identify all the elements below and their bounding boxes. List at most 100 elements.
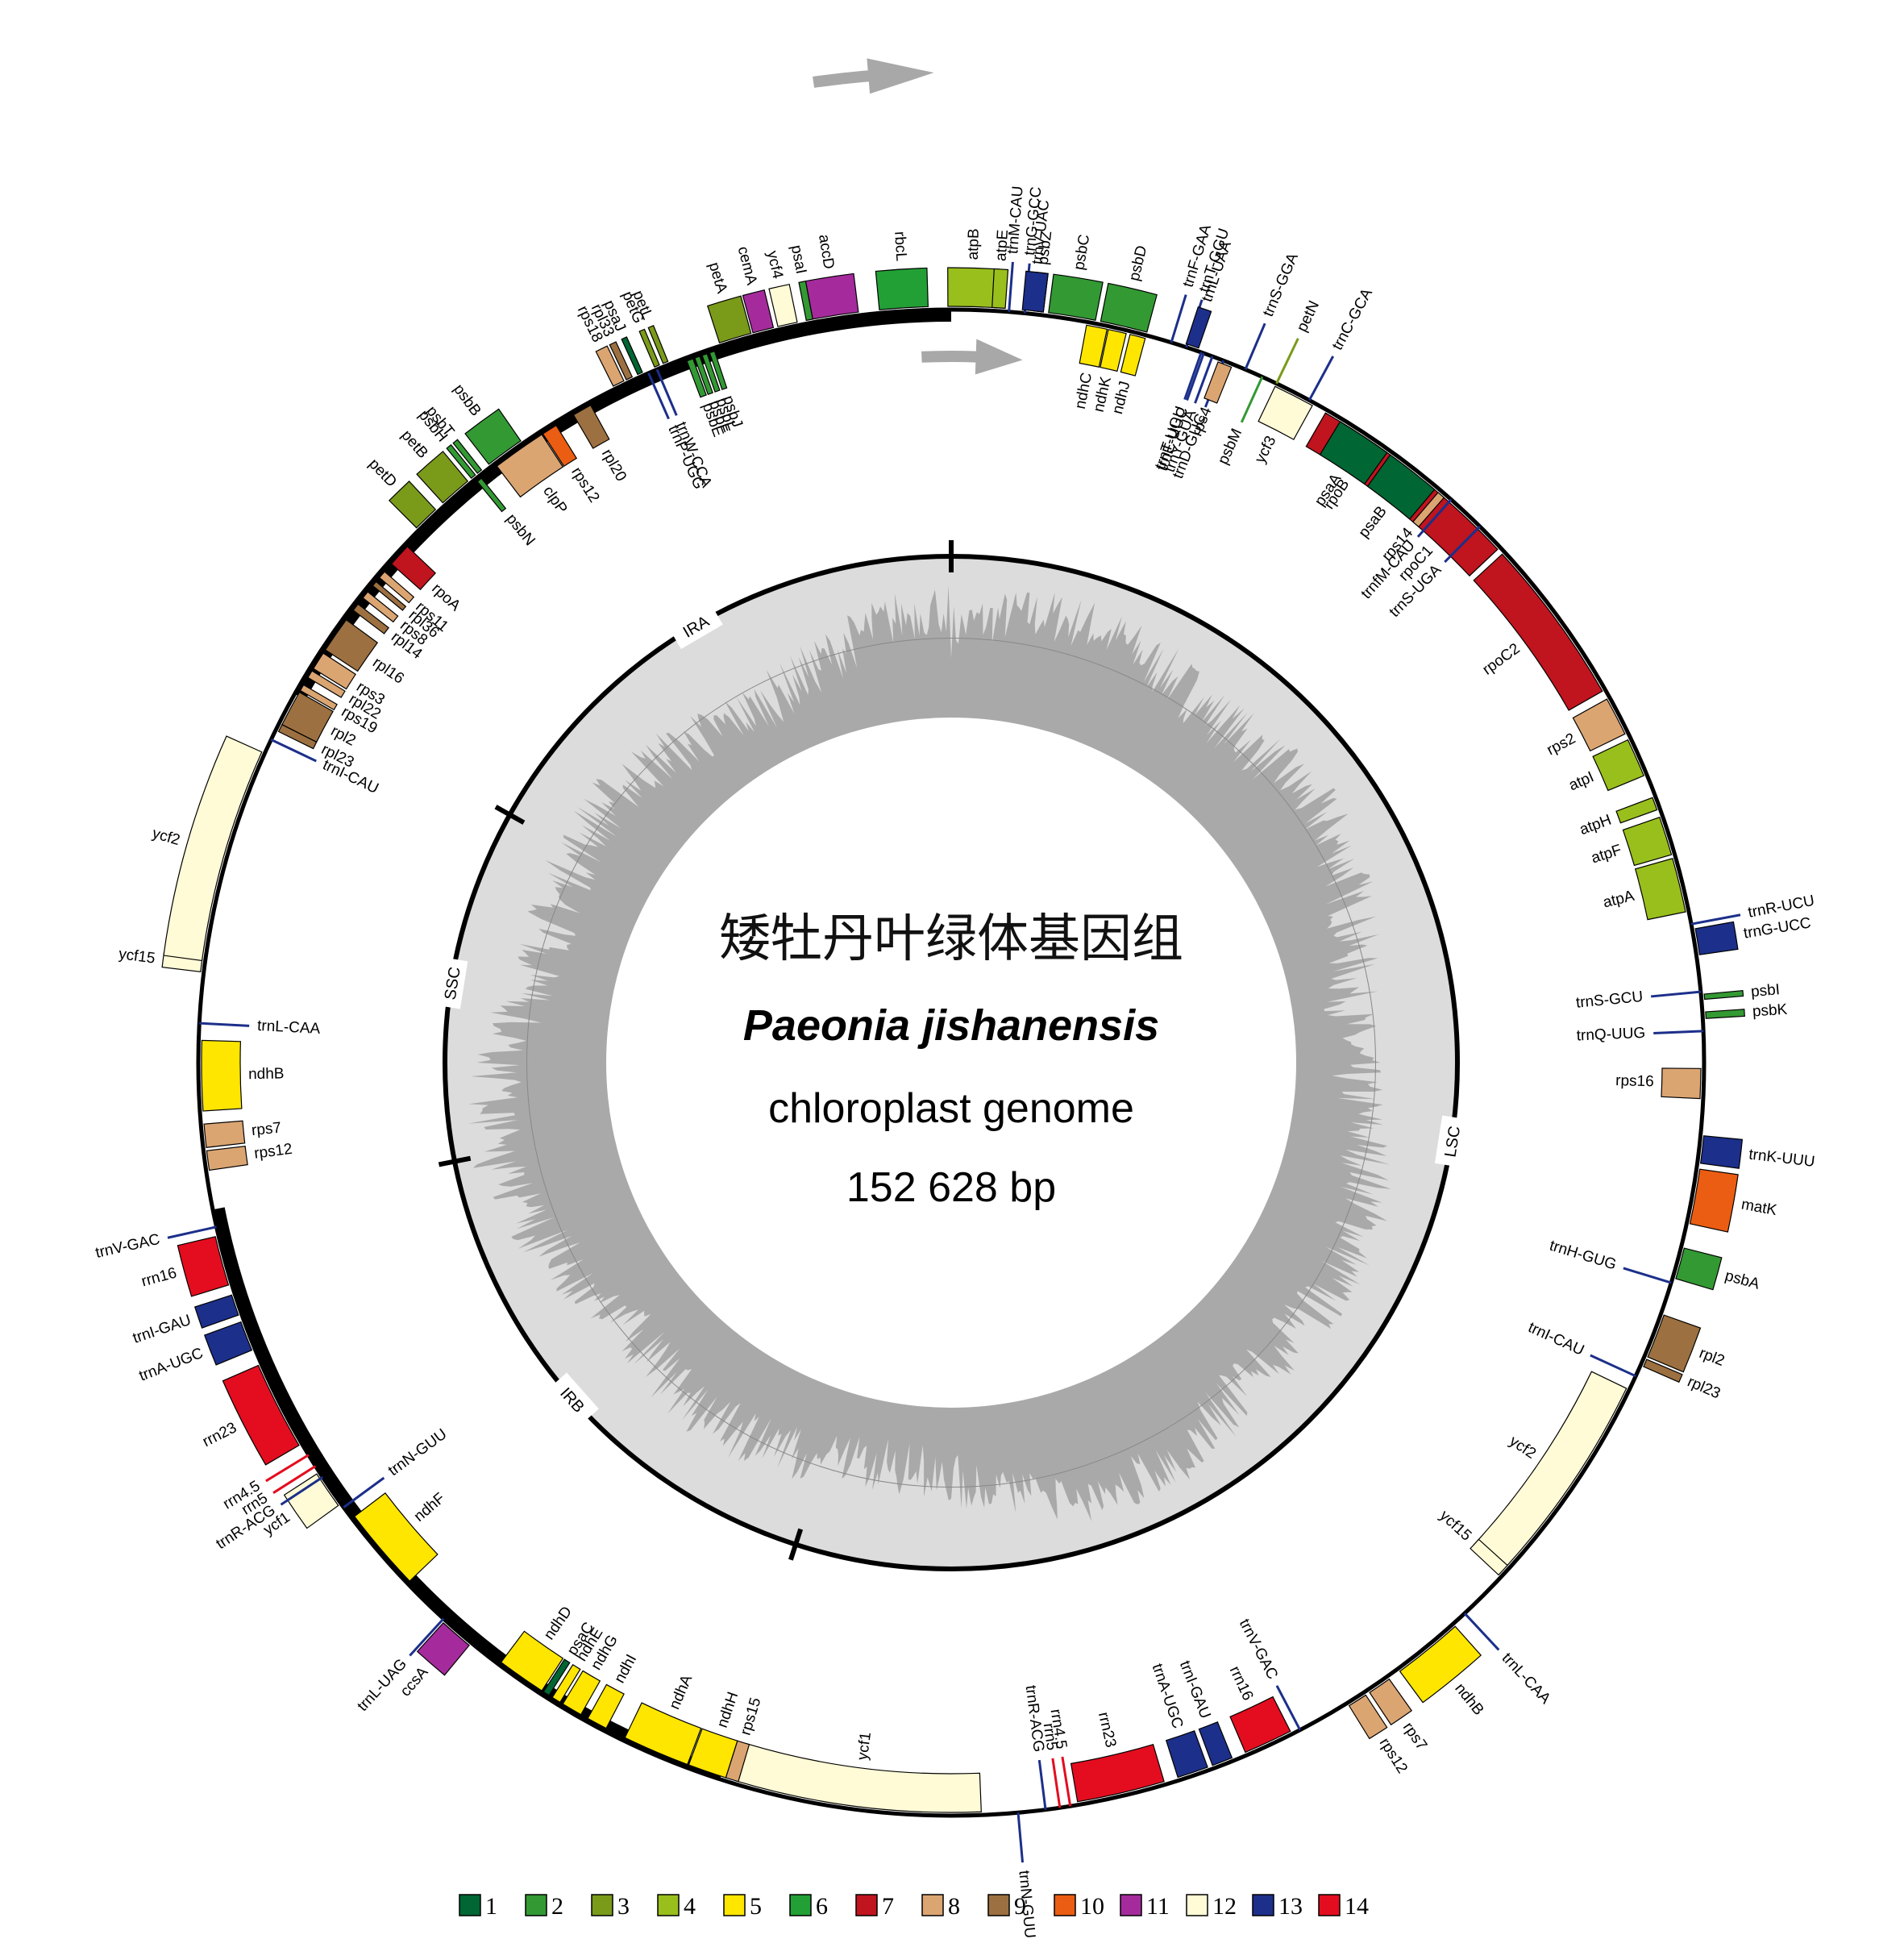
gene-block <box>1477 1371 1628 1568</box>
gene-label: atpI <box>1566 768 1597 794</box>
gene-label: rrn23 <box>1095 1711 1120 1750</box>
gene-block <box>991 268 1009 310</box>
legend-number: 4 <box>684 1893 696 1920</box>
gene-mark <box>343 1476 385 1508</box>
legend-item-13: 13 <box>1252 1893 1303 1920</box>
legend-item-2: 2 <box>525 1893 563 1920</box>
gene-label: psbN <box>502 510 538 549</box>
gene-label: rps4 <box>1188 405 1215 439</box>
region-label-lsc: LSC <box>1434 1115 1468 1167</box>
gene-block <box>562 1670 601 1716</box>
gene-label: trnL-CAA <box>1499 1650 1554 1708</box>
gene-psab: psaB <box>1356 454 1436 541</box>
gene-label: ycf1 <box>854 1731 875 1761</box>
gene-rps4: rps4 <box>1188 361 1233 439</box>
region-label-ssc: SSC <box>434 957 468 1009</box>
gene-trnl-caa: trnL-CAA <box>199 1017 321 1038</box>
gene-label: rps15 <box>738 1696 765 1737</box>
gene-block <box>1703 989 1744 1001</box>
region-label-bg <box>1434 1115 1468 1167</box>
gene-mark <box>1244 322 1266 370</box>
gene-label: ndhA <box>666 1672 696 1712</box>
gene-block <box>1198 1721 1233 1766</box>
gene-mark <box>1623 1267 1672 1284</box>
title-species: Paeonia jishanensis <box>743 1001 1159 1050</box>
gene-block <box>206 1146 248 1171</box>
gene-label: trnR-ACG <box>1022 1684 1047 1753</box>
gene-mark <box>1037 1759 1047 1810</box>
gene-ndhk: ndhK <box>1091 328 1127 414</box>
gene-label: psbM <box>1215 426 1245 467</box>
gene-label: cemA <box>734 245 760 288</box>
gene-label: ndhI <box>611 1652 640 1687</box>
legend-swatch <box>1318 1894 1341 1916</box>
legend-swatch <box>591 1894 613 1916</box>
gene-label: trnQ-UUG <box>1576 1025 1645 1045</box>
gene-label: rrn5 <box>1040 1722 1061 1751</box>
gene-label: psaI <box>788 243 809 275</box>
gene-atpe: atpE <box>991 229 1012 310</box>
gene-block <box>542 424 578 468</box>
region-boundary-tick <box>438 1155 472 1167</box>
gene-label: rrn16 <box>1226 1663 1257 1703</box>
gene-petn: petN <box>1275 298 1323 385</box>
gene-block <box>416 451 469 504</box>
gene-block <box>1399 481 1499 577</box>
gene-block <box>638 328 660 368</box>
gene-mark <box>280 1475 324 1506</box>
gene-block <box>452 439 483 474</box>
gene-atph: atpH <box>1578 797 1658 839</box>
gene-block <box>388 481 437 529</box>
legend-item-11: 11 <box>1120 1893 1170 1920</box>
legend-number: 8 <box>948 1893 960 1920</box>
gene-block <box>1258 385 1313 440</box>
gene-label: petA <box>705 260 730 296</box>
gene-trnv-uac: trnV-UAC <box>1021 199 1053 313</box>
gene-rps2: rps2 <box>1544 698 1626 759</box>
gene-label: ycf3 <box>1252 433 1280 466</box>
gene-block <box>163 735 263 962</box>
gene-block <box>464 408 522 465</box>
gene-block <box>476 477 507 513</box>
gene-ndhb: ndhB <box>201 1039 285 1112</box>
gene-label: trnS-GCU <box>1575 988 1644 1012</box>
gene-label: atpH <box>1578 812 1614 839</box>
legend-number: 2 <box>551 1893 563 1920</box>
gene-block <box>353 1492 439 1582</box>
gene-block <box>543 1658 571 1696</box>
gene-block <box>1399 1625 1482 1704</box>
gene-label: rps7 <box>251 1120 282 1140</box>
legend-swatch <box>1186 1894 1208 1916</box>
gene-block <box>688 1728 738 1779</box>
gene-block <box>352 603 389 635</box>
gene-block <box>694 356 713 395</box>
gene-label: rpl23 <box>1685 1373 1723 1402</box>
gene-block <box>1572 698 1626 752</box>
legend-swatch <box>525 1894 547 1916</box>
gene-label: psbZ <box>1035 230 1056 266</box>
gene-block <box>1185 306 1212 349</box>
gene-mark <box>265 1454 310 1483</box>
legend-swatch <box>723 1894 746 1916</box>
gene-mark <box>1444 525 1481 564</box>
gene-block <box>572 404 610 449</box>
gene-label: psbI <box>1750 981 1781 1001</box>
gene-psbb: psbB <box>450 381 522 465</box>
gene-block <box>609 341 634 381</box>
gene-accd: accD <box>804 233 859 320</box>
gene-block <box>1694 921 1739 955</box>
gene-rrn5: rrn5 <box>1040 1722 1062 1808</box>
gene-mark <box>1307 356 1335 402</box>
gene-label: rps12 <box>567 464 602 506</box>
gene-mark <box>270 739 317 763</box>
gene-label: ndhD <box>541 1604 576 1643</box>
gene-atpa: atpA <box>1602 858 1686 921</box>
gene-label: petB <box>397 427 430 462</box>
gene-rbcl: rbcL <box>875 231 929 310</box>
gene-ndhb: ndhB <box>1399 1625 1487 1719</box>
gene-mark <box>1416 498 1453 538</box>
gene-block <box>1366 454 1436 520</box>
gene-block <box>1411 491 1445 528</box>
legend: 1 2 3 4 5 6 7 8 9 10 11 12 13 14 <box>459 1893 1369 1920</box>
